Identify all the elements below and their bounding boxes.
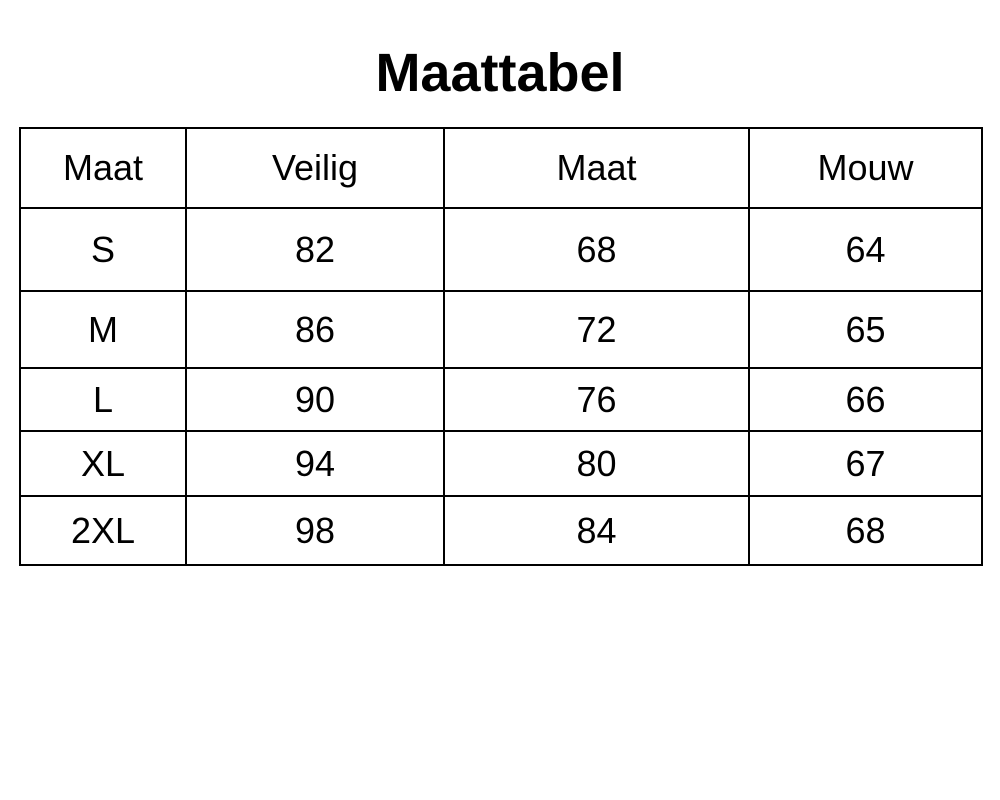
cell-mouw-value: 67 xyxy=(748,430,983,497)
table-row-xl: XL 94 80 67 xyxy=(19,430,983,497)
cell-veilig-value: 82 xyxy=(185,207,445,292)
column-header-veilig: Veilig xyxy=(185,127,445,209)
column-header-size: Maat xyxy=(19,127,187,209)
cell-size-label: 2XL xyxy=(19,495,187,566)
cell-size-label: L xyxy=(19,367,187,432)
cell-mouw-value: 64 xyxy=(748,207,983,292)
cell-mouw-value: 66 xyxy=(748,367,983,432)
page-title: Maattabel xyxy=(375,43,625,103)
cell-maat-value: 72 xyxy=(443,290,750,369)
cell-veilig-value: 90 xyxy=(185,367,445,432)
cell-mouw-value: 68 xyxy=(748,495,983,566)
cell-size-label: M xyxy=(19,290,187,369)
table-row-l: L 90 76 66 xyxy=(19,367,983,432)
cell-veilig-value: 94 xyxy=(185,430,445,497)
table-row-2xl: 2XL 98 84 68 xyxy=(19,495,983,566)
table-header-row: Maat Veilig Maat Mouw xyxy=(19,127,983,209)
column-header-mouw: Mouw xyxy=(748,127,983,209)
cell-mouw-value: 65 xyxy=(748,290,983,369)
table-row-s: S 82 68 64 xyxy=(19,207,983,292)
table-row-m: M 86 72 65 xyxy=(19,290,983,369)
cell-veilig-value: 98 xyxy=(185,495,445,566)
cell-maat-value: 68 xyxy=(443,207,750,292)
cell-veilig-value: 86 xyxy=(185,290,445,369)
size-table: Maat Veilig Maat Mouw S 82 68 64 M 86 72… xyxy=(19,127,983,566)
cell-size-label: XL xyxy=(19,430,187,497)
cell-maat-value: 84 xyxy=(443,495,750,566)
column-header-maat: Maat xyxy=(443,127,750,209)
cell-maat-value: 76 xyxy=(443,367,750,432)
cell-size-label: S xyxy=(19,207,187,292)
cell-maat-value: 80 xyxy=(443,430,750,497)
